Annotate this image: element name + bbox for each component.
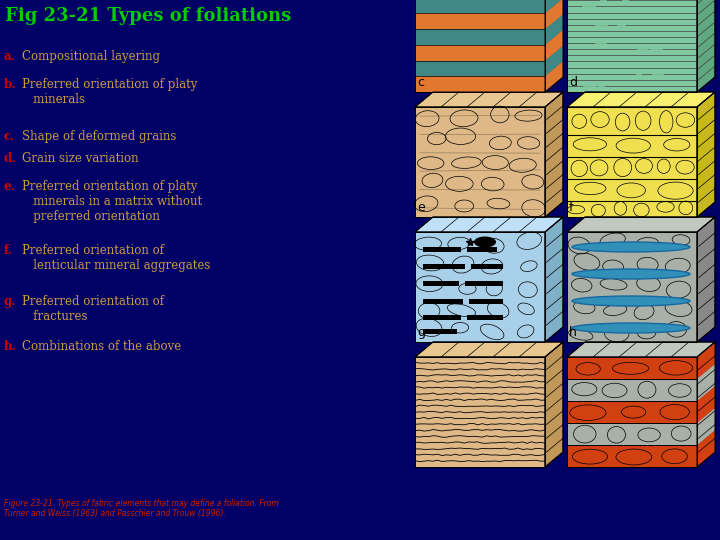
Polygon shape xyxy=(545,0,563,29)
Polygon shape xyxy=(465,281,503,286)
Polygon shape xyxy=(545,217,563,342)
Text: Preferred orientation of
   fractures: Preferred orientation of fractures xyxy=(22,295,164,323)
Polygon shape xyxy=(415,357,545,467)
Polygon shape xyxy=(423,299,463,304)
Polygon shape xyxy=(545,342,563,467)
Polygon shape xyxy=(415,45,545,60)
Polygon shape xyxy=(415,107,545,217)
Polygon shape xyxy=(545,45,563,76)
Ellipse shape xyxy=(572,242,690,252)
Polygon shape xyxy=(415,76,545,92)
Polygon shape xyxy=(467,247,497,252)
Polygon shape xyxy=(567,423,697,445)
Polygon shape xyxy=(423,329,457,334)
Polygon shape xyxy=(423,281,459,286)
Text: d: d xyxy=(569,76,577,89)
Polygon shape xyxy=(423,315,461,320)
Text: Preferred orientation of
   lenticular mineral aggregates: Preferred orientation of lenticular mine… xyxy=(22,244,210,272)
Polygon shape xyxy=(567,357,697,379)
Text: Figure 23-21. Types of fabric elements that may define a foliation. From
Turner : Figure 23-21. Types of fabric elements t… xyxy=(4,498,279,518)
Polygon shape xyxy=(423,247,461,252)
Text: g: g xyxy=(417,326,425,339)
Text: f: f xyxy=(569,201,574,214)
Text: Preferred orientation of platy
   minerals in a matrix without
   preferred orie: Preferred orientation of platy minerals … xyxy=(22,180,202,223)
Polygon shape xyxy=(415,342,563,357)
Text: Preferred orientation of platy
   minerals: Preferred orientation of platy minerals xyxy=(22,78,197,106)
Text: h.: h. xyxy=(4,340,17,353)
Polygon shape xyxy=(567,232,697,342)
Polygon shape xyxy=(567,342,715,357)
Text: a.: a. xyxy=(4,50,16,63)
Polygon shape xyxy=(567,92,715,107)
Polygon shape xyxy=(545,0,563,92)
Polygon shape xyxy=(697,342,715,379)
Polygon shape xyxy=(567,401,697,423)
Polygon shape xyxy=(423,264,465,269)
Text: c: c xyxy=(417,76,424,89)
Polygon shape xyxy=(415,29,545,45)
Polygon shape xyxy=(697,0,715,92)
Polygon shape xyxy=(545,92,563,217)
Polygon shape xyxy=(415,232,545,342)
Text: c.: c. xyxy=(4,130,15,143)
Polygon shape xyxy=(415,14,545,29)
Polygon shape xyxy=(697,430,715,467)
Text: e.: e. xyxy=(4,180,16,193)
Text: g.: g. xyxy=(4,295,17,308)
Polygon shape xyxy=(697,92,715,217)
Polygon shape xyxy=(545,0,563,14)
Text: b.: b. xyxy=(4,78,17,91)
Ellipse shape xyxy=(572,323,690,333)
Polygon shape xyxy=(415,92,563,107)
Polygon shape xyxy=(567,379,697,401)
Polygon shape xyxy=(545,30,563,60)
Text: Compositional layering: Compositional layering xyxy=(22,50,160,63)
Text: Grain size variation: Grain size variation xyxy=(22,152,139,165)
Polygon shape xyxy=(567,0,697,92)
Text: Fig 23-21 Types of foliations: Fig 23-21 Types of foliations xyxy=(5,7,292,25)
Text: f.: f. xyxy=(4,244,13,257)
Polygon shape xyxy=(415,0,545,92)
Ellipse shape xyxy=(474,237,496,247)
Text: h: h xyxy=(569,326,577,339)
Polygon shape xyxy=(471,264,503,269)
Ellipse shape xyxy=(572,296,690,306)
Polygon shape xyxy=(567,357,697,467)
Polygon shape xyxy=(545,14,563,45)
Polygon shape xyxy=(697,342,715,467)
Polygon shape xyxy=(567,107,697,217)
Text: e: e xyxy=(417,201,425,214)
Polygon shape xyxy=(545,61,563,92)
Polygon shape xyxy=(697,364,715,401)
Polygon shape xyxy=(567,217,715,232)
Polygon shape xyxy=(567,445,697,467)
Polygon shape xyxy=(469,299,503,304)
Text: Shape of deformed grains: Shape of deformed grains xyxy=(22,130,176,143)
Text: d.: d. xyxy=(4,152,17,165)
Polygon shape xyxy=(415,0,545,14)
Polygon shape xyxy=(415,217,563,232)
Polygon shape xyxy=(697,408,715,445)
Text: Combinations of the above: Combinations of the above xyxy=(22,340,181,353)
Polygon shape xyxy=(467,315,503,320)
Polygon shape xyxy=(697,217,715,342)
Polygon shape xyxy=(415,60,545,76)
Ellipse shape xyxy=(572,269,690,279)
Polygon shape xyxy=(697,386,715,423)
